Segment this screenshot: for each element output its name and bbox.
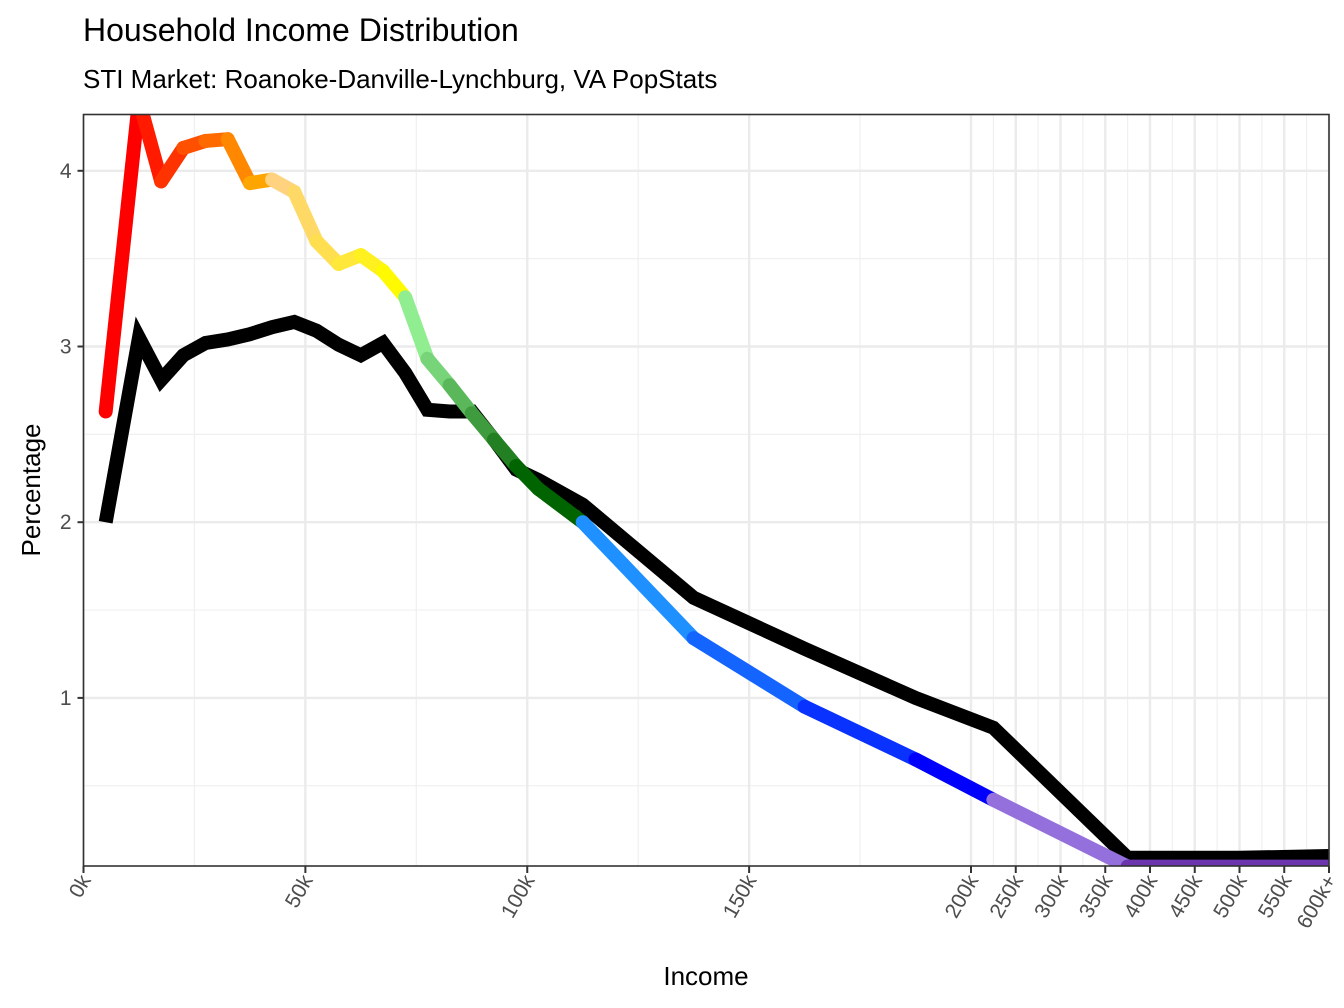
x-tick-label: 450k [1164,871,1207,922]
chart-title: Household Income Distribution [83,12,519,48]
plot-border [82,113,1330,867]
series-segment-market [531,481,590,530]
series-segment-market [98,114,145,419]
y-tick-label: 3 [60,336,72,359]
series-segment-market [135,114,169,189]
y-tick-label: 1 [60,687,72,710]
x-tick-label: 100k [497,871,540,922]
series-segment-market [287,184,324,249]
y-tick-label: 4 [60,160,72,183]
x-axis-title: Income [663,961,748,991]
x-tick-label: 200k [941,871,984,922]
x-tick-label: 500k [1209,871,1252,922]
y-tick-label: 2 [60,511,72,534]
x-tick-label: 350k [1075,871,1118,922]
series-segment-market [575,515,701,646]
x-tick-label: 150k [719,871,762,922]
x-tick-label: 250k [985,871,1028,922]
series-layer [98,114,1329,866]
series-segment-market [986,792,1135,866]
x-tick-label: 600k+ [1293,871,1342,933]
x-tick-label: 550k [1254,871,1297,922]
series-segment-market [220,132,257,191]
x-tick-label: 0k [65,871,96,902]
x-tick-label: 50k [281,871,318,912]
series-segment-market [797,699,923,767]
x-tick-label: 300k [1030,871,1073,922]
series-segment-market [686,631,812,714]
x-tick-label: 400k [1120,871,1163,922]
series-segment-market [908,752,1001,807]
grid [82,114,1331,866]
series-line-benchmark [98,314,1329,865]
series-segment-market [398,290,435,366]
chart-subtitle: STI Market: Roanoke-Danville-Lynchburg, … [83,64,718,94]
y-axis-title: Percentage [16,424,46,557]
